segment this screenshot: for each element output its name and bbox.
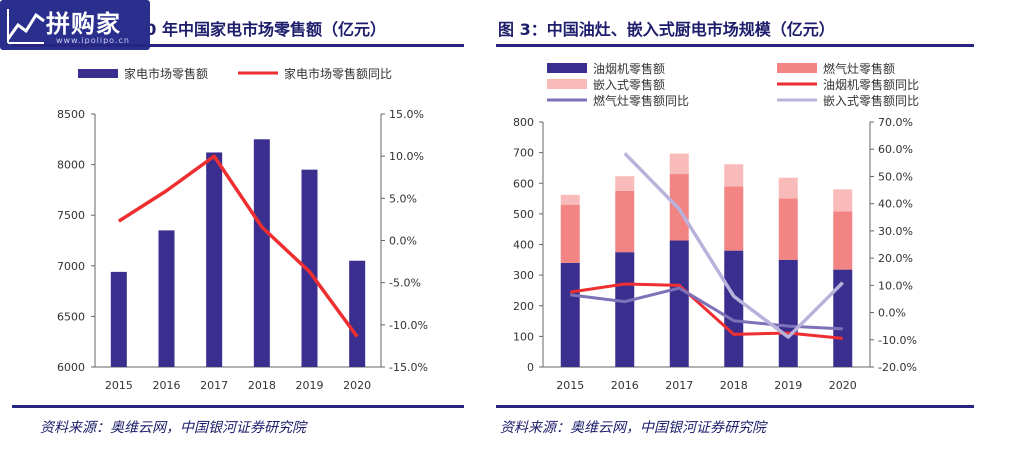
left-bottom-rule	[12, 405, 464, 408]
y-tick-label-left: 0	[527, 361, 534, 374]
legend-built-in-yoy-label: 嵌入式零售额同比	[823, 93, 919, 108]
legend-range-hood-yoy-label: 油烟机零售额同比	[823, 77, 919, 92]
bar-gas-stove	[615, 190, 635, 253]
bar-gas-stove	[778, 198, 798, 260]
bar-range-hood	[833, 269, 853, 367]
bar-range-hood	[615, 252, 635, 367]
x-tick-label: 2015	[105, 379, 133, 392]
y-tick-label-left: 6500	[57, 310, 85, 323]
x-tick-label: 2016	[153, 379, 181, 392]
y-tick-label-right: 40.0%	[878, 198, 913, 211]
bar-built-in	[615, 176, 635, 191]
bar-gas-stove	[833, 211, 853, 270]
bar-built-in	[560, 194, 580, 205]
bar-gas-stove	[724, 186, 744, 251]
y-tick-label-left: 700	[513, 147, 534, 160]
y-tick-label-right: 0.0%	[389, 235, 417, 248]
x-tick-label: 2018	[720, 379, 748, 392]
bar-built-in	[833, 189, 853, 212]
bar-range-hood	[724, 250, 744, 367]
bar-built-in	[669, 153, 689, 175]
y-tick-label-right: -20.0%	[878, 361, 917, 374]
legend-built-in-swatch	[547, 79, 587, 89]
y-tick-label-left: 200	[513, 300, 534, 313]
y-tick-label-right: -15.0%	[389, 361, 428, 374]
legend-label-retail: 家电市场零售额	[124, 66, 208, 81]
legend-label-yoy: 家电市场零售额同比	[284, 66, 392, 81]
line-range-hood-yoy	[570, 282, 843, 340]
x-tick-label: 2016	[611, 379, 639, 392]
y-tick-label-right: -10.0%	[878, 334, 917, 347]
legend-gas-stove-label: 燃气灶零售额	[823, 61, 895, 76]
legend-range-hood-label: 油烟机零售额	[593, 61, 665, 76]
y-tick-label-right: -5.0%	[389, 277, 421, 290]
y-tick-label-right: -10.0%	[389, 319, 428, 332]
y-tick-label-right: 30.0%	[878, 225, 913, 238]
legend-range-hood-swatch	[547, 63, 587, 73]
bar-built-in	[724, 164, 744, 187]
bar-range-hood	[778, 259, 798, 367]
y-tick-label-left: 300	[513, 269, 534, 282]
legend-gas-stove-yoy-label: 燃气灶零售额同比	[593, 93, 689, 108]
bar-range-hood	[669, 240, 689, 367]
bar-built-in	[778, 177, 798, 199]
left-source-note: 资料来源：奥维云网，中国银河证券研究院	[40, 420, 306, 436]
bar-gas-stove	[560, 204, 580, 263]
y-tick-label-left: 400	[513, 239, 534, 252]
right-chart-title: 图 3：中国油灶、嵌入式厨电市场规模（亿元）	[498, 20, 835, 39]
y-tick-label-left: 7000	[57, 260, 85, 273]
y-tick-label-left: 7500	[57, 209, 85, 222]
bar-range-hood	[560, 262, 580, 367]
y-tick-label-right: 10.0%	[389, 150, 424, 163]
left-chart: 家电市场零售额 家电市场零售额同比 6000 6500 7000 7500 8000 8500…	[57, 66, 428, 392]
y-tick-label-right: 70.0%	[878, 116, 913, 129]
left-title-rule	[12, 44, 464, 47]
y-tick-label-right: 10.0%	[878, 279, 913, 292]
y-tick-label-left: 8500	[57, 108, 85, 121]
x-tick-label: 2015	[556, 379, 584, 392]
y-tick-label-right: 60.0%	[878, 143, 913, 156]
watermark-chart-icon	[6, 9, 45, 44]
y-tick-label-left: 6000	[57, 361, 85, 374]
y-tick-label-right: 15.0%	[389, 108, 424, 121]
x-tick-label: 2017	[200, 379, 228, 392]
y-tick-label-right: 20.0%	[878, 252, 913, 265]
line-retail-yoy	[117, 154, 359, 338]
y-tick-label-left: 100	[513, 330, 534, 343]
legend-swatch-retail	[78, 69, 118, 78]
x-tick-label: 2020	[829, 379, 857, 392]
watermark-logo: 拼购家 www.ipolipo.cn	[0, 0, 150, 50]
bar-retail	[253, 139, 270, 367]
right-title-rule	[496, 44, 974, 47]
x-tick-label: 2020	[343, 379, 371, 392]
y-tick-label-right: 0.0%	[878, 307, 906, 320]
legend-built-in-label: 嵌入式零售额	[593, 77, 665, 92]
y-tick-label-right: 50.0%	[878, 170, 913, 183]
y-tick-label-left: 600	[513, 177, 534, 190]
right-bottom-rule	[496, 405, 974, 408]
bar-retail	[206, 152, 223, 367]
bar-retail	[110, 271, 127, 367]
y-tick-label-left: 800	[513, 116, 534, 129]
y-tick-label-left: 8000	[57, 159, 85, 172]
bar-retail	[349, 260, 366, 367]
y-tick-label-left: 500	[513, 208, 534, 221]
watermark-url: www.ipolipo.cn	[56, 36, 130, 45]
bar-retail	[158, 230, 175, 367]
line-built-in-yoy	[623, 152, 844, 339]
watermark-name: 拼购家	[46, 10, 121, 38]
x-tick-label: 2018	[248, 379, 276, 392]
y-tick-label-right: 5.0%	[389, 192, 417, 205]
x-tick-label: 2017	[665, 379, 693, 392]
right-source-note: 资料来源：奥维云网，中国银河证券研究院	[500, 420, 766, 436]
bar-retail	[301, 169, 318, 367]
x-tick-label: 2019	[296, 379, 324, 392]
x-tick-label: 2019	[774, 379, 802, 392]
legend-gas-stove-swatch	[777, 63, 817, 73]
